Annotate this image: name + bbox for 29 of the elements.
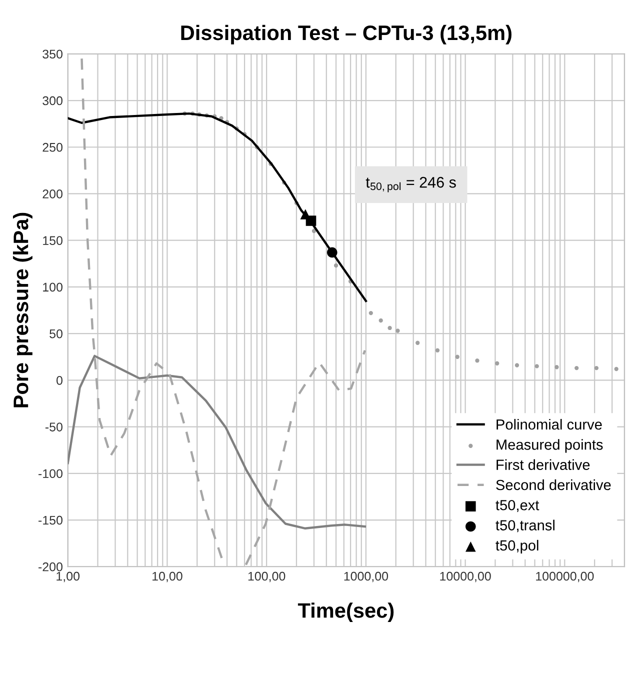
legend-label: t50,ext: [496, 500, 540, 512]
x-tick-label: 1000,00: [344, 572, 388, 582]
y-tick-label: 0: [56, 376, 62, 385]
y-tick-label: -200: [38, 562, 62, 572]
legend-label: First derivative: [496, 459, 590, 470]
y-tick-label: 350: [42, 50, 62, 59]
x-tick-label: 10,00: [152, 572, 182, 582]
chart-title: Dissipation Test – CPTu-3 (13,5m): [181, 24, 512, 44]
y-tick-label: -50: [45, 422, 62, 432]
legend-label: t50,pol: [496, 540, 538, 554]
x-tick-label: 10000,00: [440, 572, 491, 582]
y-tick-label: 100: [43, 282, 62, 292]
y-tick-label: 250: [42, 142, 62, 152]
y-tick-label: 300: [42, 96, 62, 106]
x-tick-label: 100000,00: [536, 572, 594, 582]
y-tick-label: 200: [42, 190, 62, 198]
annotation: t$_{50,pol}$ = 246 s: [366, 176, 456, 192]
y-tick-label: -100: [38, 469, 62, 478]
x-tick-label: 1,00: [56, 572, 80, 582]
legend-label: Measured points: [496, 439, 603, 453]
y-tick-label: 150: [43, 236, 62, 245]
legend-label: Second derivative: [496, 479, 611, 490]
y-axis-title: Pore pressure (kPa): [12, 212, 32, 408]
y-tick-label: 50: [50, 329, 62, 338]
legend-label: Polinomial curve: [496, 418, 602, 430]
legend-label: t50,transl: [496, 520, 554, 532]
x-axis-title: Time(sec): [298, 602, 394, 622]
x-tick-label: 100,00: [248, 572, 286, 582]
y-tick-label: -150: [38, 516, 62, 525]
